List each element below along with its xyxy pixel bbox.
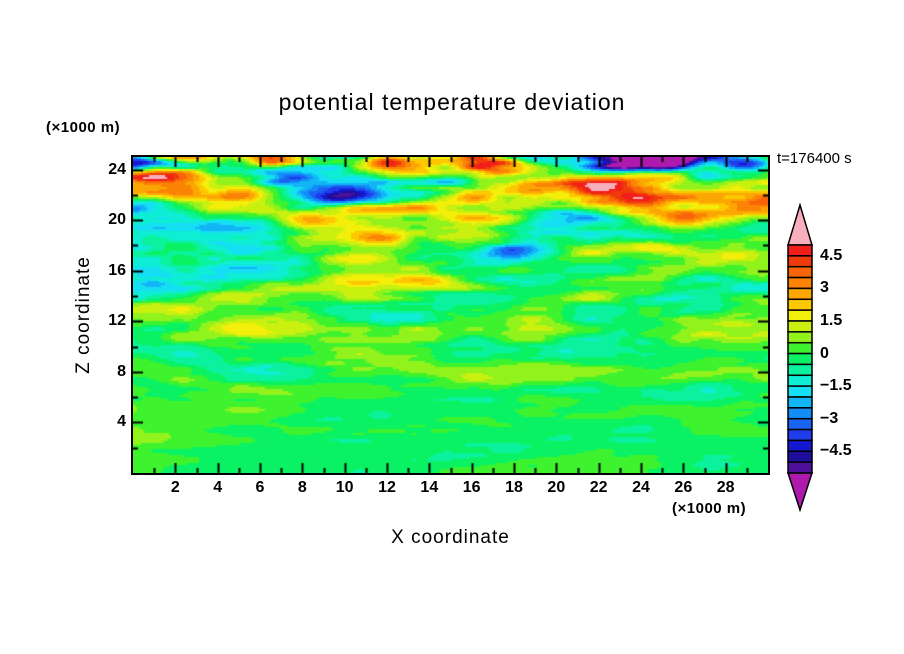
x-tick-label-8: 8 bbox=[297, 479, 307, 496]
chart-title: potential temperature deviation bbox=[278, 89, 626, 115]
x-tick-label-28: 28 bbox=[716, 479, 735, 496]
colorbar-over-arrow bbox=[786, 202, 814, 246]
colorbar-segment-10 bbox=[787, 352, 813, 366]
colorbar-segment-0 bbox=[787, 244, 813, 257]
x-tick-label-24: 24 bbox=[632, 479, 650, 496]
x-tick-label-6: 6 bbox=[255, 479, 265, 496]
x-tick-label-2: 2 bbox=[170, 479, 180, 496]
x-tick-label-14: 14 bbox=[420, 479, 439, 496]
colorbar-segment-7 bbox=[787, 320, 813, 333]
colorbar-segment-16 bbox=[787, 417, 813, 431]
z-tick-label-4: 4 bbox=[117, 413, 126, 431]
colorbar-segment-9 bbox=[787, 341, 813, 355]
colorbar-label-0: 0 bbox=[820, 344, 829, 362]
colorbar-segment-3 bbox=[787, 276, 813, 290]
temperature-deviation-field-canvas bbox=[133, 157, 768, 473]
x-tick-label-12: 12 bbox=[378, 479, 396, 496]
colorbar-segment-2 bbox=[787, 265, 813, 279]
x-tick-label-26: 26 bbox=[674, 479, 693, 496]
colorbar-segment-5 bbox=[787, 298, 813, 311]
z-axis-unit-label: (×1000 m) bbox=[46, 119, 121, 136]
colorbar-segment-15 bbox=[787, 407, 813, 420]
z-tick-label-12: 12 bbox=[108, 312, 126, 330]
x-tick-label-10: 10 bbox=[335, 479, 354, 496]
colorbar bbox=[786, 202, 814, 513]
colorbar-segment-18 bbox=[787, 439, 813, 453]
colorbar-label-4.5: 4.5 bbox=[820, 246, 843, 264]
x-axis-title: X coordinate bbox=[391, 527, 510, 548]
colorbar-label-−4.5: −4.5 bbox=[820, 442, 852, 460]
colorbar-segment-14 bbox=[787, 396, 813, 409]
colorbar-segment-12 bbox=[787, 374, 813, 387]
colorbar-segment-19 bbox=[787, 450, 813, 463]
colorbar-segment-4 bbox=[787, 287, 813, 301]
colorbar-label-−1.5: −1.5 bbox=[820, 377, 852, 395]
colorbar-segment-11 bbox=[787, 363, 813, 377]
colorbar-segment-17 bbox=[787, 428, 813, 442]
colorbar-segment-8 bbox=[787, 331, 813, 344]
z-axis-title: Z coordinate bbox=[73, 256, 94, 374]
z-tick-label-16: 16 bbox=[108, 261, 126, 279]
x-tick-label-16: 16 bbox=[462, 479, 481, 496]
colorbar-segment-6 bbox=[787, 309, 813, 322]
colorbar-label-1.5: 1.5 bbox=[820, 312, 843, 329]
colorbar-segment-1 bbox=[787, 255, 813, 268]
colorbar-segment-20 bbox=[787, 461, 813, 474]
colorbar-segment-13 bbox=[787, 385, 813, 398]
x-tick-label-4: 4 bbox=[213, 479, 223, 496]
x-tick-label-22: 22 bbox=[589, 479, 608, 496]
x-axis-unit-label: (×1000 m) bbox=[672, 500, 747, 517]
plot-frame bbox=[131, 155, 770, 475]
z-tick-label-8: 8 bbox=[117, 362, 126, 380]
colorbar-label-−3: −3 bbox=[820, 409, 839, 427]
z-tick-label-20: 20 bbox=[108, 211, 126, 229]
time-annotation: t=176400 s bbox=[777, 150, 852, 167]
z-tick-label-24: 24 bbox=[108, 160, 126, 178]
colorbar-under-arrow bbox=[786, 472, 814, 513]
x-tick-label-20: 20 bbox=[547, 479, 566, 496]
x-tick-label-18: 18 bbox=[505, 479, 523, 496]
colorbar-label-3: 3 bbox=[820, 279, 829, 297]
